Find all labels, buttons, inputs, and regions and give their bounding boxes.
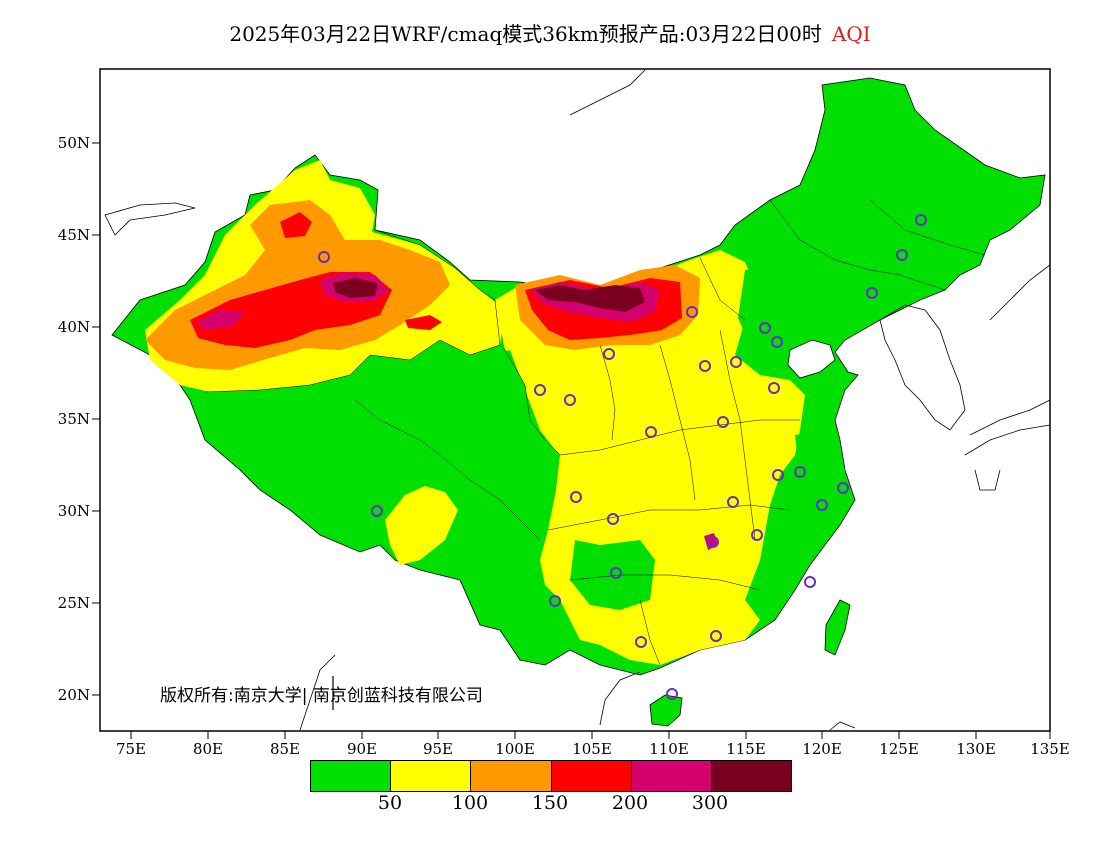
lon-label-135e: 135E: [1030, 740, 1070, 758]
legend-color-box: [711, 761, 792, 791]
aqi-legend: [310, 760, 792, 792]
lon-label-90e: 90E: [346, 740, 378, 758]
lat-label-20n: 20N: [57, 686, 90, 704]
legend-threshold-200: 200: [611, 792, 649, 814]
region-moderate-tibet: [385, 486, 458, 565]
longitude-ticks: [130, 731, 1051, 739]
legend-color-box: [631, 761, 712, 791]
latitude-ticks: [92, 142, 100, 696]
lon-label-110e: 110E: [649, 740, 689, 758]
province-borders: [204, 199, 986, 666]
legend-color-box: [391, 761, 472, 791]
map-frame: [99, 68, 1051, 732]
copyright-text: 版权所有:南京大学| 南京创蓝科技有限公司: [160, 686, 483, 706]
hainan-island: [649, 694, 683, 727]
lon-label-75e: 75E: [115, 740, 147, 758]
title-main: 2025年03月22日WRF/cmaq模式36km预报产品:03月22日00时: [229, 22, 822, 46]
region-good-bohai: [738, 265, 800, 350]
lon-label-130e: 130E: [956, 740, 996, 758]
region-heavy-pollution-xinjiang: [196, 310, 245, 330]
region-good-qinghai: [460, 350, 555, 490]
legend-color-box: [471, 761, 552, 791]
lon-label-115e: 115E: [726, 740, 766, 758]
lon-label-100e: 100E: [495, 740, 535, 758]
lat-label-45n: 45N: [57, 226, 90, 244]
lat-label-25n: 25N: [57, 594, 90, 612]
lon-label-105e: 105E: [572, 740, 612, 758]
lat-label-35n: 35N: [57, 410, 90, 428]
map-title: 2025年03月22日WRF/cmaq模式36km预报产品:03月22日00时 A…: [0, 18, 1100, 47]
lat-label-50n: 50N: [57, 134, 90, 152]
region-severe-pollution-xinjiang: [333, 278, 378, 298]
legend-color-box: [311, 761, 392, 791]
region-good-sichuan: [570, 540, 655, 610]
lon-label-95e: 95E: [422, 740, 454, 758]
lat-label-40n: 40N: [57, 318, 90, 336]
region-good-east-coast: [795, 430, 850, 525]
lon-label-125e: 125E: [879, 740, 919, 758]
title-variable: AQI: [831, 22, 871, 46]
lon-label-85e: 85E: [269, 740, 301, 758]
legend-threshold-150: 150: [531, 792, 569, 814]
station-markers: [318, 214, 927, 700]
legend-threshold-50: 50: [377, 792, 403, 814]
legend-threshold-100: 100: [451, 792, 489, 814]
taiwan-island: [824, 599, 851, 656]
lat-label-30n: 30N: [57, 502, 90, 520]
lon-label-120e: 120E: [802, 740, 842, 758]
neighboring-coastlines: [104, 69, 1050, 731]
bohai-sea: [787, 339, 836, 379]
region-moderate-pollution-north: [280, 212, 312, 238]
legend-color-box: [551, 761, 632, 791]
region-moderate-pollution-small: [405, 315, 442, 330]
region-severe-pollution-inner-mongolia: [535, 285, 645, 312]
legend-threshold-300: 300: [691, 792, 729, 814]
lon-label-80e: 80E: [192, 740, 224, 758]
